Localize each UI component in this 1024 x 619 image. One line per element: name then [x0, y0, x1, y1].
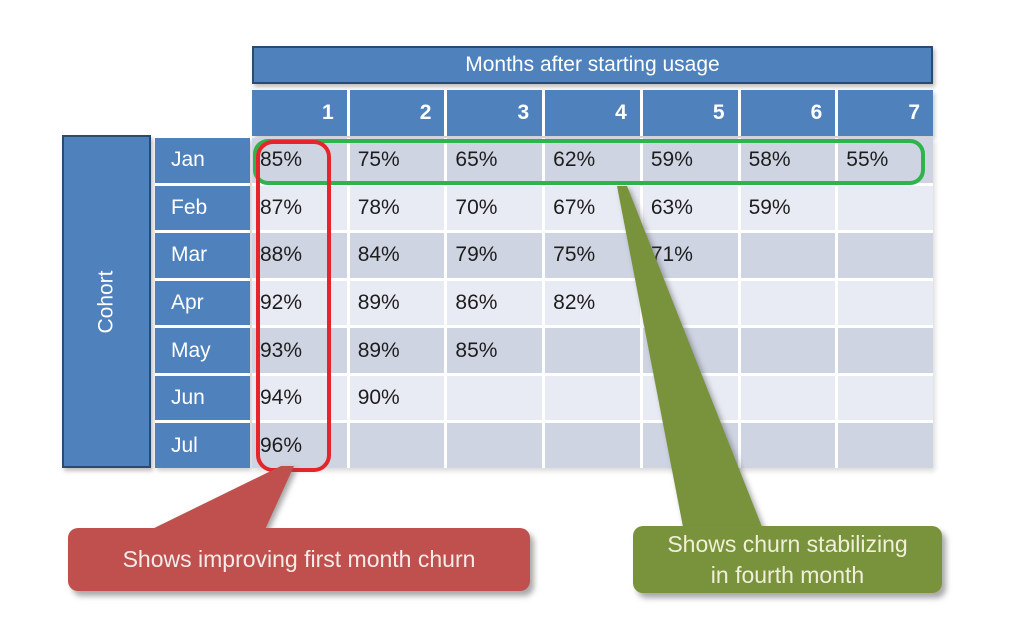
cohort-row-label: May	[155, 328, 250, 373]
retention-cell: 92%	[252, 280, 347, 326]
retention-cell: 65%	[447, 138, 543, 183]
retention-data-grid: 85% 75% 65% 62% 59% 58% 55% 87% 78% 70% 67% 63% 59% 8…	[252, 138, 933, 468]
green-callout-box: Shows churn stabilizing in fourth month	[633, 526, 942, 593]
cohort-axis-header: Cohort	[62, 135, 151, 468]
retention-cell	[642, 328, 738, 373]
retention-cell	[545, 328, 640, 373]
retention-cell	[838, 328, 933, 373]
month-column-header: 6	[740, 90, 836, 136]
retention-cell: 70%	[447, 185, 543, 231]
month-column-header: 1	[252, 90, 347, 136]
months-axis-title: Months after starting usage	[465, 53, 720, 76]
retention-cell	[740, 233, 836, 278]
month-column-header: 2	[349, 90, 445, 136]
retention-cell	[642, 423, 738, 468]
retention-cell	[545, 375, 640, 421]
cohort-row-label: Mar	[155, 233, 250, 278]
retention-cell	[740, 280, 836, 326]
retention-cell	[838, 280, 933, 326]
retention-cell: 75%	[349, 138, 445, 183]
retention-cell: 87%	[252, 185, 347, 231]
month-column-header: 4	[545, 90, 640, 136]
cohort-axis-title: Cohort	[94, 269, 118, 334]
retention-cell: 67%	[545, 185, 640, 231]
cohort-row-label: Jul	[155, 423, 250, 468]
cohort-row-label: Jun	[155, 375, 250, 421]
month-column-header: 5	[642, 90, 738, 136]
retention-cell: 82%	[545, 280, 640, 326]
retention-cell	[642, 280, 738, 326]
retention-cell: 59%	[642, 138, 738, 183]
retention-cell: 78%	[349, 185, 445, 231]
retention-cell: 86%	[447, 280, 543, 326]
retention-cell: 75%	[545, 233, 640, 278]
retention-cell: 94%	[252, 375, 347, 421]
retention-cell	[447, 423, 543, 468]
retention-cell: 84%	[349, 233, 445, 278]
retention-cell: 88%	[252, 233, 347, 278]
retention-cell	[545, 423, 640, 468]
red-callout-pointer	[142, 466, 294, 534]
retention-cell	[838, 423, 933, 468]
cohort-row-label: Apr	[155, 280, 250, 326]
retention-cell	[740, 328, 836, 373]
retention-cell	[838, 375, 933, 421]
retention-cell: 89%	[349, 280, 445, 326]
retention-cell	[642, 375, 738, 421]
retention-cell	[447, 375, 543, 421]
red-callout-box: Shows improving first month churn	[68, 528, 530, 591]
retention-cell: 58%	[740, 138, 836, 183]
retention-cell	[349, 423, 445, 468]
retention-cell: 89%	[349, 328, 445, 373]
retention-cell	[740, 375, 836, 421]
red-callout-text: Shows improving first month churn	[122, 546, 476, 572]
retention-cell: 71%	[642, 233, 738, 278]
cohort-row-label: Feb	[155, 185, 250, 231]
month-column-header: 7	[838, 90, 933, 136]
retention-cell	[740, 423, 836, 468]
retention-cell: 59%	[740, 185, 836, 231]
retention-cell: 55%	[838, 138, 933, 183]
cohort-row-label: Jan	[155, 138, 250, 183]
cohort-label-column: Jan Feb Mar Apr May Jun Jul	[155, 138, 250, 468]
retention-cell	[838, 185, 933, 231]
retention-cell: 96%	[252, 423, 347, 468]
month-column-header: 3	[447, 90, 543, 136]
green-callout-line1: Shows churn stabilizing	[667, 530, 908, 557]
retention-cell: 93%	[252, 328, 347, 373]
green-callout-line2: in fourth month	[710, 561, 865, 588]
retention-cell: 90%	[349, 375, 445, 421]
retention-cell	[838, 233, 933, 278]
retention-cell: 85%	[447, 328, 543, 373]
retention-cell: 79%	[447, 233, 543, 278]
retention-cell: 63%	[642, 185, 738, 231]
months-axis-header: Months after starting usage	[252, 46, 933, 84]
retention-cell: 62%	[545, 138, 640, 183]
retention-cell: 85%	[252, 138, 347, 183]
